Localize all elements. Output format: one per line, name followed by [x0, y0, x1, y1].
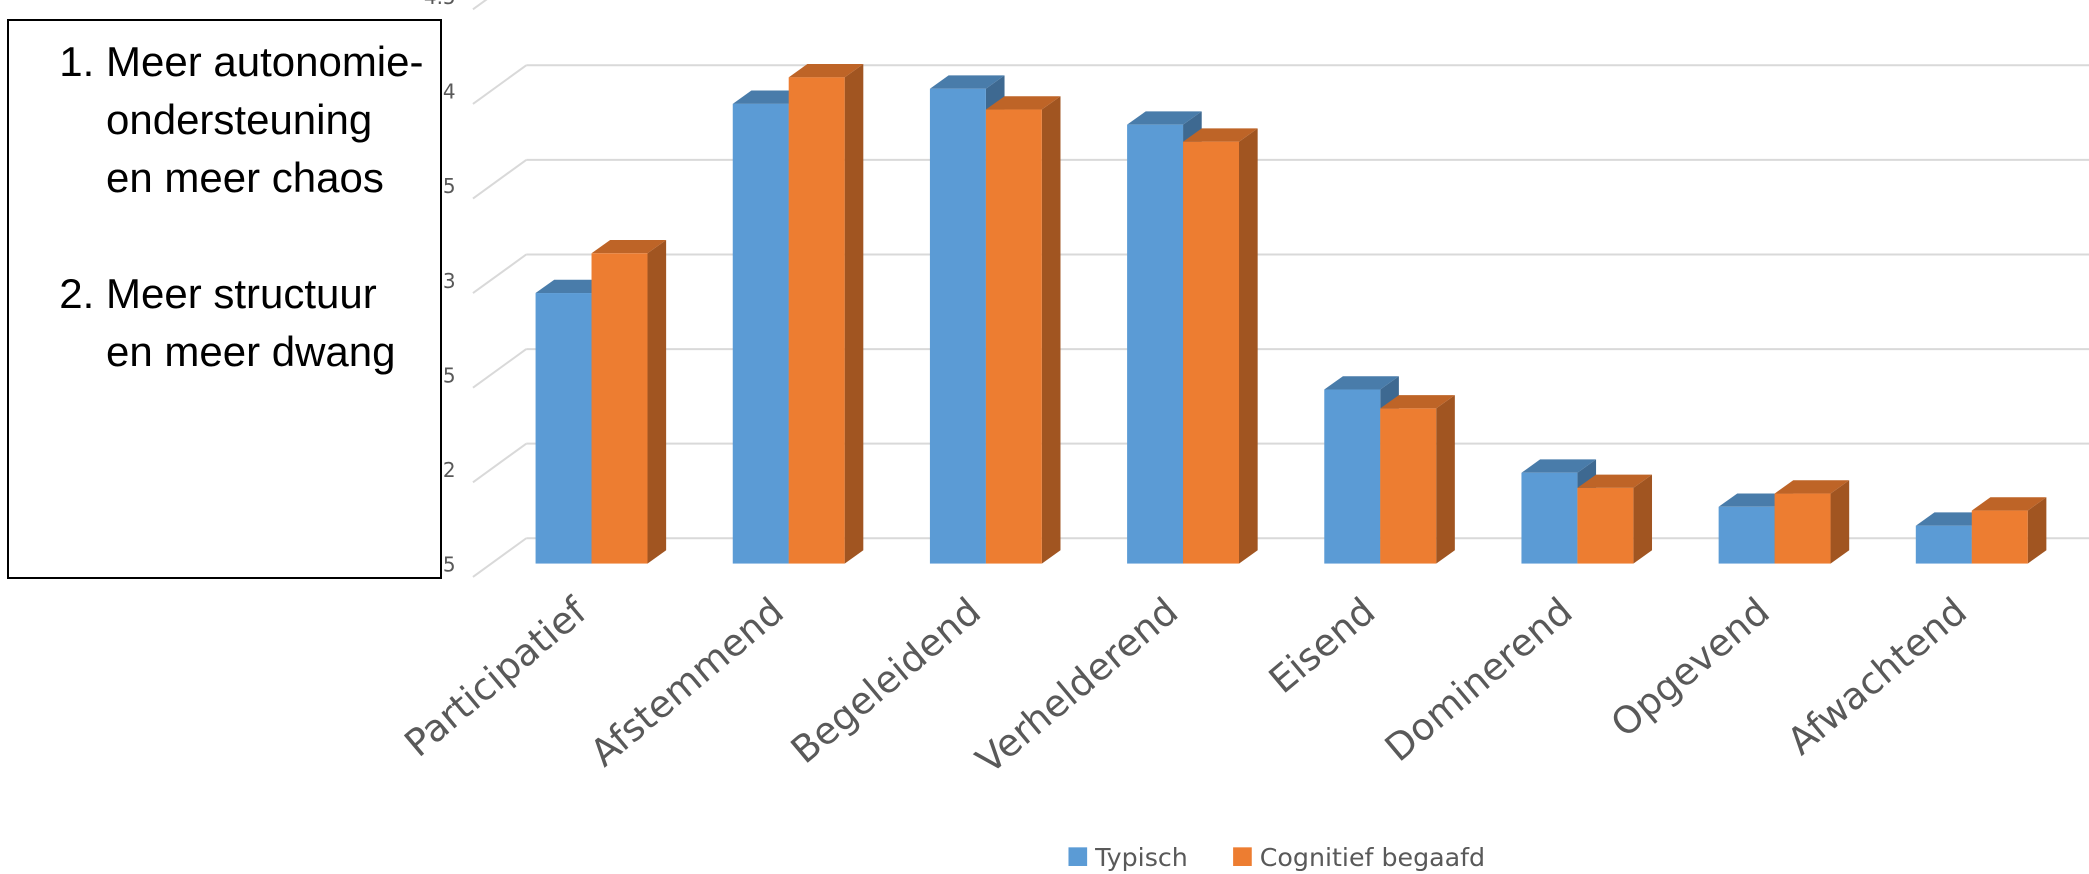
bar-front — [591, 253, 648, 564]
grid-line — [472, 348, 527, 389]
bar-top — [1577, 474, 1653, 488]
bar — [1380, 395, 1455, 564]
bar-front — [1915, 525, 1972, 564]
bar-front — [1324, 389, 1381, 564]
bar-front — [929, 88, 986, 564]
legend-swatch — [1068, 847, 1088, 866]
bar-front — [1577, 487, 1634, 564]
y-tick-label: 3 — [443, 269, 456, 293]
text-box: Meer autonomie-ondersteuning en meer cha… — [7, 19, 442, 579]
bar — [985, 96, 1061, 564]
y-tick-label: 4.5 — [424, 0, 456, 9]
bar-front — [1521, 472, 1578, 564]
bar — [1577, 474, 1653, 564]
x-tick-label: Begeleidend — [782, 589, 989, 772]
bar-top — [1521, 459, 1597, 473]
bar-side — [2027, 497, 2047, 564]
x-tick-label: Opgevend — [1602, 589, 1777, 746]
bar-side — [1830, 480, 1850, 564]
y-tick-label: 4 — [443, 80, 456, 104]
bar — [788, 64, 864, 564]
bar-side — [844, 64, 864, 564]
legend-label: Cognitief begaafd — [1260, 843, 1485, 872]
grid-line — [472, 442, 527, 484]
bar-top — [1127, 111, 1202, 125]
bar-top — [929, 75, 1005, 89]
bar-top — [985, 96, 1061, 110]
bar-top — [1380, 395, 1455, 409]
x-tick-label: Afwachtend — [1779, 589, 1975, 764]
x-tick-label: Afstemmend — [582, 589, 792, 775]
bar-top — [788, 64, 864, 78]
bar-front — [1971, 510, 2028, 564]
grid-line — [472, 537, 527, 578]
bar-side — [1633, 474, 1653, 564]
x-tick-label: Verhelderend — [967, 589, 1186, 782]
bar-front — [732, 103, 789, 564]
bar — [1774, 480, 1850, 564]
bar-top — [591, 239, 667, 254]
x-tick-label: Dominerend — [1376, 589, 1580, 770]
text-item: Meer autonomie-ondersteuning en meer cha… — [106, 33, 430, 207]
grid-line — [472, 159, 527, 200]
bar — [591, 239, 667, 564]
legend-swatch — [1233, 847, 1252, 866]
grid-line — [472, 253, 527, 294]
bar-front — [535, 293, 592, 564]
bar-top — [1774, 480, 1850, 494]
grid-line — [472, 0, 488, 11]
grid-line — [472, 64, 527, 105]
bar-top — [1183, 128, 1258, 142]
bar-top — [1971, 497, 2047, 511]
bar — [1971, 497, 2047, 564]
bar-front — [1380, 408, 1437, 564]
bar-side — [1239, 128, 1258, 564]
bar-front — [1774, 493, 1831, 564]
bar-front — [1127, 124, 1184, 564]
x-tick-label: Participatief — [396, 588, 595, 765]
legend-label: Typisch — [1094, 843, 1188, 872]
bar-front — [788, 77, 845, 564]
y-tick-label: 2 — [443, 458, 456, 482]
bar-front — [1718, 506, 1775, 564]
bar-side — [1436, 395, 1455, 564]
text-item: Meer structuur en meer dwang — [106, 265, 430, 381]
bar-side — [647, 239, 667, 564]
bar — [1183, 128, 1258, 564]
bar-front — [985, 109, 1042, 564]
bar-side — [1041, 96, 1061, 564]
text-list: Meer autonomie-ondersteuning en meer cha… — [9, 21, 440, 381]
x-tick-label: Eisend — [1260, 589, 1383, 702]
bar-front — [1183, 141, 1240, 564]
bar-top — [1324, 376, 1399, 390]
